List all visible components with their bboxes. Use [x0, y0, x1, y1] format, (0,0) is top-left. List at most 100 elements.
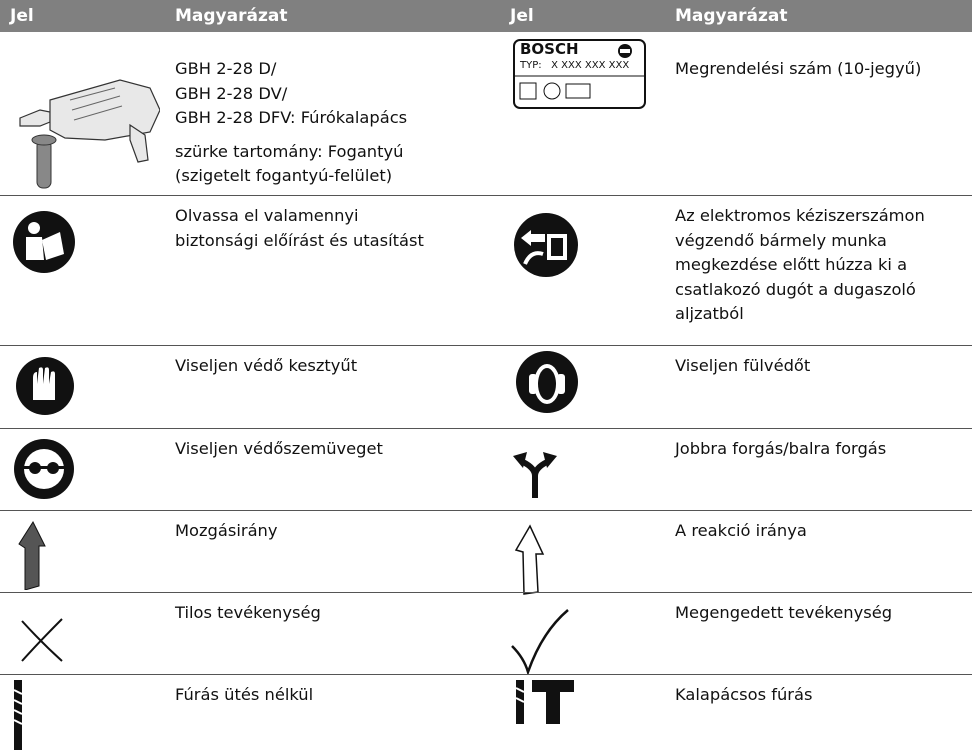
text-line: Mozgásirány	[175, 521, 278, 540]
icon-part	[565, 83, 591, 99]
icon-part	[521, 230, 545, 246]
icon-part	[521, 459, 549, 498]
row-separator	[0, 345, 972, 346]
description: Viseljen védő kesztyűt	[175, 354, 357, 388]
header-cell: Magyarázat	[675, 6, 788, 26]
text-line: Jobbra forgás/balra forgás	[675, 439, 887, 458]
icon-part	[69, 87, 123, 121]
icon-part	[18, 520, 46, 591]
text-line: szürke tartomány: Fogantyú	[175, 141, 404, 161]
text-line: Viseljen fülvédőt	[675, 356, 811, 375]
icon	[18, 617, 64, 667]
paragraph: Fúrás ütés nélkül	[175, 683, 313, 708]
text-line: GBH 2-28 D/	[175, 59, 277, 78]
text-line: Megrendelési szám (10-jegyű)	[675, 59, 922, 78]
text-line: Megengedett tevékenység	[675, 603, 893, 622]
icon	[12, 210, 76, 278]
text-line: Fúrás ütés nélkül	[175, 685, 314, 704]
header-cell: Jel	[510, 6, 534, 26]
text-line: Viseljen védőszemüveget	[175, 439, 383, 458]
row-separator	[0, 510, 972, 511]
icon-part	[516, 351, 578, 413]
description: Fúrás ütés nélkül	[175, 683, 313, 717]
row-separator	[0, 592, 972, 593]
icon	[10, 680, 26, 754]
paragraph: Tilos tevékenység	[175, 601, 321, 626]
text-line: végzendő bármely munka	[675, 230, 887, 250]
text-line: GBH 2-28 DV/	[175, 83, 288, 103]
text-line: Olvassa el valamennyi	[175, 206, 359, 225]
icon-part	[523, 251, 544, 265]
text-line: A reakció iránya	[675, 521, 807, 540]
icon-part	[13, 689, 23, 725]
icon	[512, 678, 582, 728]
row-separator	[0, 674, 972, 675]
text-line: (szigetelt fogantyú-felület)	[175, 166, 393, 185]
icon	[510, 608, 570, 678]
text-line: Az elektromos kéziszerszámon	[675, 206, 925, 225]
paragraph: Viseljen védőszemüveget	[175, 437, 383, 462]
description: Tilos tevékenység	[175, 601, 321, 635]
paragraph: Kalapácsos fúrás	[675, 683, 812, 708]
icon	[511, 446, 559, 502]
icon-part	[515, 680, 574, 724]
icon-part	[515, 687, 525, 703]
icon	[512, 524, 546, 600]
text-line: Kalapácsos fúrás	[675, 685, 813, 704]
icon-part	[13, 211, 75, 273]
icon-part	[546, 680, 560, 724]
icon	[10, 40, 161, 194]
icon-part	[26, 237, 44, 260]
text-line: GBH 2-28 DFV: Fúrókalapács	[175, 108, 408, 127]
icon-part	[511, 609, 569, 677]
text-line: Viseljen védő kesztyűt	[175, 356, 358, 375]
icon-part	[14, 680, 22, 750]
icon-part	[513, 452, 557, 498]
icon-part	[14, 439, 74, 499]
description: GBH 2-28 D/GBH 2-28 DV/GBH 2-28 DFV: Fúr…	[175, 57, 407, 198]
text-line: csatlakozó dugót a dugaszoló	[675, 279, 916, 299]
icon-part	[514, 524, 545, 595]
icon-part	[42, 232, 64, 260]
icon-part: BOSCH TYP: X XXX XXX XXX	[513, 39, 646, 109]
icon-part	[23, 466, 65, 469]
text-line: biztonsági előírást és utasítást	[175, 230, 424, 250]
icon-part	[543, 82, 561, 100]
paragraph: Mozgásirány	[175, 519, 278, 544]
icon-part	[19, 79, 161, 189]
icon	[17, 520, 47, 594]
icon-part	[519, 82, 537, 100]
icon-part	[557, 374, 565, 394]
icon-part	[538, 368, 556, 400]
text-line: megkezdése előtt húzza ki a	[675, 255, 908, 274]
paragraph: szürke tartomány: Fogantyú (szigetelt fog…	[175, 140, 407, 189]
icon-part	[19, 109, 51, 127]
icon-part	[513, 452, 557, 468]
icon-part	[620, 49, 630, 53]
icon	[513, 212, 579, 282]
paragraph: Jobbra forgás/balra forgás	[675, 437, 886, 462]
icon-part	[13, 680, 23, 750]
description: A reakció iránya	[675, 519, 807, 553]
description: Jobbra forgás/balra forgás	[675, 437, 886, 471]
icon-part	[16, 357, 74, 415]
icon-part	[516, 680, 524, 724]
icon-part	[18, 520, 46, 591]
icon-part	[21, 618, 63, 662]
description: Kalapácsos fúrás	[675, 683, 812, 717]
description: Viseljen védőszemüveget	[175, 437, 383, 471]
nameplate-text: BOSCH	[520, 40, 579, 58]
icon-part	[513, 39, 646, 109]
icon	[13, 438, 75, 504]
paragraph: Viseljen védő kesztyűt	[175, 354, 357, 379]
icon-part	[529, 374, 537, 394]
icon-part	[69, 87, 123, 121]
icon	[515, 350, 579, 418]
icon-part	[551, 238, 563, 256]
paragraph: Az elektromos kéziszerszámon végzendő bár…	[675, 204, 925, 327]
description: Olvassa el valamennyi biztonsági előírást…	[175, 204, 424, 262]
icon-part	[514, 213, 578, 277]
row-separator	[0, 428, 972, 429]
text-line: aljzatból	[675, 304, 744, 323]
